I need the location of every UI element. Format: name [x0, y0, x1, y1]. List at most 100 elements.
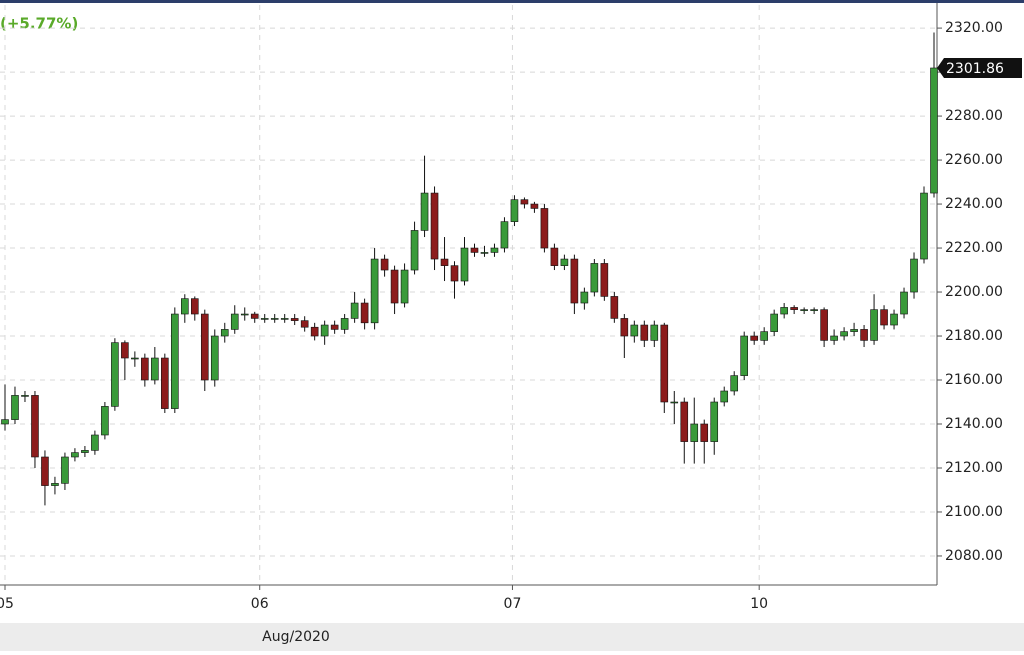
- y-tick-label: 2320.00: [945, 20, 1003, 36]
- y-tick-label: 2200.00: [945, 284, 1003, 300]
- candle-body: [91, 434, 99, 451]
- candle-body: [910, 258, 918, 293]
- x-tick-label: 05: [0, 596, 14, 612]
- candle-body: [41, 456, 49, 486]
- candle-body: [31, 395, 39, 458]
- candle-body: [270, 318, 279, 320]
- candle-body: [330, 324, 339, 330]
- candle-body: [340, 318, 349, 330]
- candle-body: [460, 247, 469, 282]
- y-tick-label: 2160.00: [945, 372, 1003, 388]
- candle-body: [151, 357, 159, 381]
- candle-body: [820, 309, 828, 341]
- y-tick-label: 2260.00: [945, 152, 1003, 168]
- candle-body: [360, 302, 369, 324]
- candle-body: [230, 313, 239, 330]
- candle-body: [480, 252, 489, 254]
- y-tick-label: 2220.00: [945, 240, 1003, 256]
- candle-body: [190, 298, 199, 315]
- candle-body: [890, 313, 898, 326]
- x-tick-label: 06: [251, 596, 269, 612]
- candle-body: [730, 375, 739, 392]
- candle-body: [800, 309, 808, 311]
- candle-body: [220, 329, 229, 337]
- x-tick-label: 07: [504, 596, 522, 612]
- candle-body: [290, 318, 299, 321]
- candle-body: [780, 307, 788, 315]
- candle-body: [900, 291, 908, 315]
- candle-body: [1, 419, 9, 425]
- candle-body: [350, 302, 359, 319]
- candle-body: [630, 324, 639, 337]
- candle-body: [490, 247, 499, 253]
- candle-body: [590, 263, 599, 293]
- candle-body: [400, 269, 409, 304]
- candle-body: [660, 324, 669, 403]
- candle-body: [520, 199, 529, 205]
- candle-body: [101, 406, 109, 436]
- x-axis-label: Aug/2020: [262, 629, 330, 645]
- candle-body: [410, 230, 419, 271]
- candle-body: [690, 423, 699, 442]
- candle-body: [161, 357, 169, 409]
- candle-body: [420, 192, 429, 231]
- candle-body: [550, 247, 559, 266]
- candle-body: [740, 335, 749, 376]
- candle-body: [320, 324, 329, 337]
- candle-body: [830, 335, 838, 341]
- x-tick-label: 10: [750, 596, 768, 612]
- candle-body: [370, 258, 379, 324]
- candle-body: [680, 401, 689, 442]
- candle-body: [240, 313, 249, 316]
- candle-body: [930, 67, 938, 194]
- price-tag: [937, 57, 1022, 78]
- candle-body: [850, 329, 858, 332]
- candle-body: [790, 307, 798, 310]
- candle-body: [390, 269, 399, 304]
- candle-body: [860, 329, 868, 341]
- candle-body: [260, 318, 269, 320]
- y-tick-label: 2140.00: [945, 416, 1003, 432]
- y-tick-label: 2280.00: [945, 108, 1003, 124]
- candle-body: [720, 390, 729, 403]
- candle-body: [181, 298, 189, 315]
- candle-body: [710, 401, 719, 442]
- y-tick-label: 2240.00: [945, 196, 1003, 212]
- candle-body: [650, 324, 659, 341]
- candle-body: [121, 342, 129, 359]
- candle-body: [760, 331, 768, 341]
- candle-body: [640, 324, 649, 341]
- top-border: [0, 0, 1024, 3]
- candle-body: [880, 309, 888, 326]
- candle-body: [51, 483, 59, 486]
- candle-body: [210, 335, 219, 381]
- candle-body: [71, 452, 79, 458]
- candle-body: [810, 309, 818, 311]
- candle-body: [470, 247, 479, 253]
- candle-body: [200, 313, 209, 381]
- candle-body: [131, 357, 139, 360]
- candle-body: [750, 335, 758, 341]
- candle-body: [580, 291, 589, 304]
- y-tick-label: 2100.00: [945, 504, 1003, 520]
- candle-body: [141, 357, 149, 381]
- candle-body: [300, 320, 309, 328]
- candle-body: [670, 401, 679, 404]
- candle-body: [500, 221, 509, 249]
- candle-body: [920, 192, 928, 260]
- candle-body: [380, 258, 389, 271]
- candle-body: [450, 265, 459, 282]
- candle-body: [61, 456, 69, 484]
- candle-body: [870, 309, 878, 341]
- candle-body: [600, 263, 609, 297]
- candle-body: [530, 203, 539, 209]
- y-tick-label: 2120.00: [945, 460, 1003, 476]
- candle-body: [540, 208, 549, 249]
- candle-body: [310, 326, 319, 337]
- candle-body: [171, 313, 179, 409]
- candle-body: [430, 192, 439, 260]
- change-label: (+5.77%): [0, 15, 78, 33]
- candle-body: [700, 423, 709, 442]
- candle-body: [250, 313, 259, 319]
